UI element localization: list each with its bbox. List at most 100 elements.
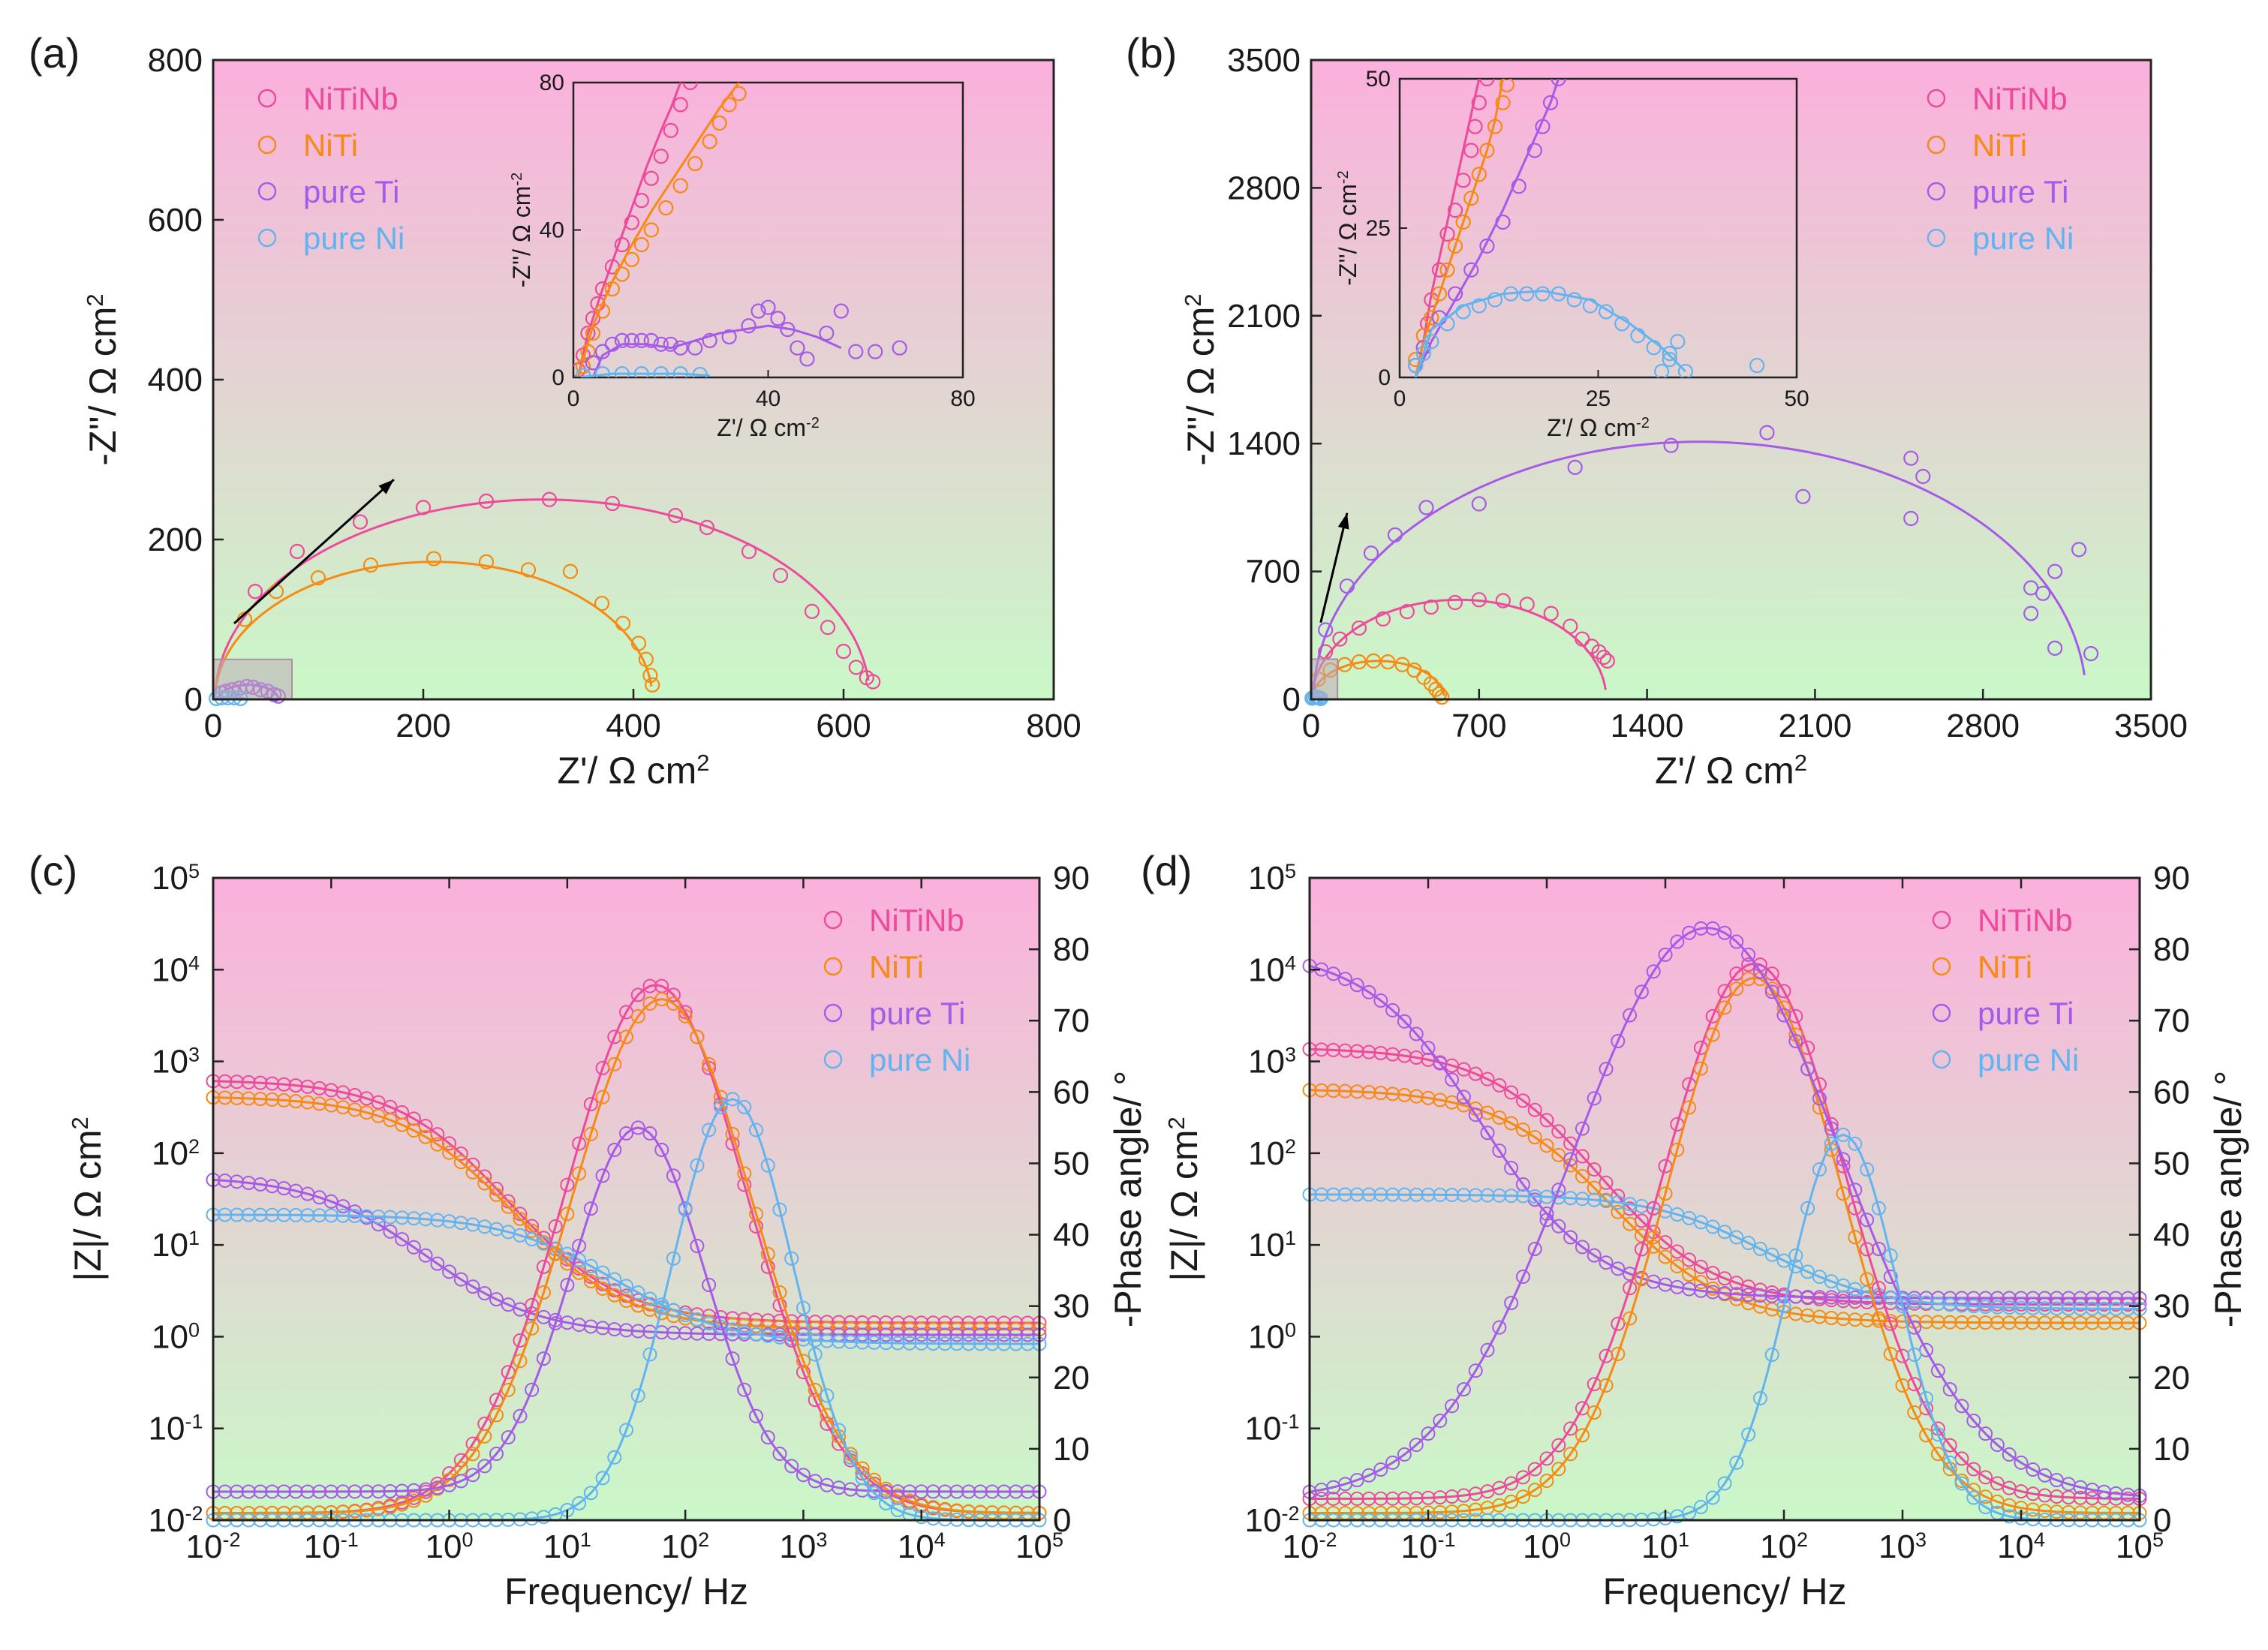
phase-point-pure-ti	[1776, 1008, 1791, 1023]
data-point-pure-ti	[1471, 496, 1487, 512]
phase-point-pure-ti	[937, 1484, 952, 1499]
phase-point-niti	[1848, 1230, 1863, 1245]
phase-point-pure-ni	[1800, 1201, 1815, 1216]
inset-data-point-pure-ti	[780, 322, 796, 338]
phase-point-pure-ti	[1599, 1062, 1614, 1077]
data-point-nitinb	[741, 543, 757, 560]
inset-data-point-nitinb	[643, 170, 659, 186]
inset-data-point-pure-ti	[672, 340, 688, 356]
phase-point-pure-ti	[501, 1430, 516, 1445]
phase-point-pure-ni	[630, 1388, 645, 1403]
modulus-point-pure-ni	[1385, 1187, 1400, 1202]
modulus-point-pure-ti	[1990, 1291, 2005, 1306]
x-tick-label: 0	[1302, 708, 1320, 744]
phase-point-pure-ni	[1930, 1427, 1945, 1442]
inset-data-point-pure-ni	[692, 366, 708, 377]
phase-point-niti	[2038, 1504, 2053, 1519]
data-point-nitinb	[1599, 653, 1615, 669]
modulus-point-pure-ni	[1326, 1187, 1341, 1202]
phase-point-nitinb	[1860, 1242, 1875, 1257]
modulus-point-pure-ti	[1966, 1291, 1981, 1306]
phase-point-pure-ni	[749, 1123, 764, 1138]
data-point-pure-ti	[1339, 578, 1355, 594]
data-point-nitinb	[772, 567, 789, 584]
modulus-point-pure-ti	[2073, 1291, 2088, 1306]
phase-point-niti	[1658, 1186, 1673, 1201]
modulus-point-niti	[395, 1117, 410, 1132]
modulus-fit-pure-ni	[1310, 1193, 2140, 1310]
data-point-pure-ti	[1663, 437, 1679, 453]
modulus-point-niti	[1942, 1315, 1957, 1330]
legend-marker-nitinb	[257, 89, 277, 108]
inset-data-point-pure-ni	[594, 365, 611, 377]
modulus-point-nitinb	[1373, 1045, 1388, 1060]
modulus-point-pure-ni	[2085, 1301, 2100, 1316]
legend-label-pure-ni: pure Ni	[1972, 221, 2074, 256]
y-right-axis-label: -Phase angle/ °	[2207, 1071, 2249, 1327]
trend-arrow-head	[1337, 512, 1349, 530]
phase-point-pure-ti	[1468, 1363, 1483, 1378]
inset-data-point-niti	[633, 237, 649, 253]
phase-point-nitinb	[1515, 1470, 1530, 1485]
modulus-point-pure-ni	[335, 1208, 350, 1223]
modulus-point-pure-ni	[879, 1336, 894, 1351]
x-tick-label: 104	[898, 1528, 946, 1565]
phase-point-niti	[749, 1207, 764, 1222]
modulus-point-pure-ni	[2061, 1301, 2076, 1316]
fit-line-nitinb	[1311, 598, 1607, 700]
x-tick-label: 100	[426, 1528, 474, 1565]
inset-data-point-pure-ni	[575, 368, 591, 377]
phase-point-pure-ti	[2120, 1487, 2135, 1502]
data-point-niti	[1423, 676, 1439, 692]
phase-point-nitinb	[2038, 1488, 2053, 1503]
y-left-tick-label: 103	[152, 1044, 200, 1080]
inset-data-point-pure-ti	[1447, 286, 1463, 302]
data-point-pure-ti	[1567, 459, 1583, 475]
phase-point-pure-ti	[347, 1484, 362, 1499]
modulus-point-niti	[1812, 1309, 1827, 1324]
phase-point-niti	[997, 1505, 1012, 1520]
phase-point-pure-ti	[1551, 1183, 1566, 1198]
modulus-point-pure-ti	[607, 1322, 622, 1337]
modulus-point-niti	[1575, 1169, 1590, 1184]
modulus-point-pure-ti	[489, 1292, 504, 1307]
modulus-point-pure-ti	[1752, 1288, 1767, 1303]
modulus-point-pure-ti	[2038, 1291, 2053, 1306]
modulus-point-niti	[489, 1187, 504, 1202]
modulus-point-niti	[2061, 1315, 2076, 1330]
inset-data-point-niti	[711, 115, 727, 131]
phase-fit-pure-ti	[213, 1126, 1039, 1493]
phase-point-pure-ti	[666, 1168, 681, 1183]
y-right-tick-label: 90	[1053, 860, 1090, 897]
inset-data-point-niti	[594, 303, 611, 319]
modulus-point-pure-ni	[430, 1213, 445, 1228]
phase-point-niti	[2073, 1505, 2088, 1520]
legend-marker-nitinb	[1927, 89, 1946, 108]
inset-data-point-pure-ni	[1487, 292, 1503, 308]
data-point-nitinb	[247, 584, 263, 600]
phase-point-niti	[465, 1447, 480, 1462]
modulus-point-pure-ti	[442, 1264, 457, 1279]
modulus-point-niti	[1587, 1180, 1602, 1195]
modulus-point-pure-ti	[1705, 1285, 1720, 1300]
phase-point-pure-ti	[595, 1168, 610, 1183]
y-right-tick-label: 60	[1053, 1074, 1090, 1111]
phase-point-niti	[725, 1126, 740, 1141]
modulus-point-niti	[1623, 1216, 1638, 1231]
modulus-point-pure-ni	[1337, 1187, 1352, 1202]
phase-point-niti	[666, 996, 681, 1011]
data-point-niti	[615, 615, 631, 631]
modulus-point-niti	[2108, 1315, 2123, 1330]
modulus-point-niti	[1527, 1130, 1542, 1145]
phase-point-niti	[489, 1408, 504, 1423]
phase-point-nitinb	[1421, 1490, 1436, 1505]
phase-point-pure-ti	[1930, 1363, 1945, 1378]
phase-point-pure-ti	[1634, 984, 1649, 999]
phase-point-niti	[1729, 981, 1744, 996]
y-tick-label: 600	[148, 202, 203, 239]
x-tick-label: 105	[1015, 1528, 1063, 1565]
y-right-tick-label: 10	[2153, 1431, 2190, 1468]
modulus-point-pure-ni	[323, 1208, 338, 1223]
x-tick-label: 0	[204, 708, 222, 744]
modulus-point-nitinb	[1670, 1244, 1685, 1259]
